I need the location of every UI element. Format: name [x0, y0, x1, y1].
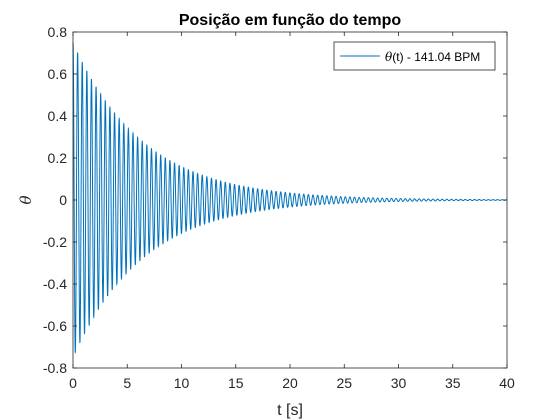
legend-label: (t) - 141.04 BPM [392, 50, 480, 64]
plot-background [73, 32, 507, 368]
x-tick-label: 35 [445, 375, 461, 391]
x-tick-label: 25 [336, 375, 352, 391]
y-tick-label: -0.6 [43, 318, 67, 334]
legend-entry: θ(t) - 141.04 BPM [385, 50, 480, 64]
chart-title: Posição em função do tempo [179, 12, 401, 29]
x-tick-label: 30 [391, 375, 407, 391]
y-tick-label: -0.8 [43, 360, 67, 376]
y-tick-label: 0.8 [48, 24, 68, 40]
plot-area [72, 31, 508, 369]
series-line-theta [72, 42, 507, 354]
x-tick-label: 15 [228, 375, 244, 391]
y-axis: -0.8 -0.6 -0.4 -0.2 0 0.2 0.4 0.6 0.8 [43, 24, 507, 376]
x-tick-label: 10 [174, 375, 190, 391]
x-tick-label: 20 [282, 375, 298, 391]
x-axis: 0 5 10 15 20 25 30 35 40 [69, 32, 515, 391]
legend: θ(t) - 141.04 BPM [333, 41, 496, 71]
y-tick-label: 0.2 [48, 150, 68, 166]
y-tick-label: -0.4 [43, 276, 67, 292]
y-tick-label: 0 [59, 192, 67, 208]
y-axis-label: θ [17, 195, 35, 204]
x-tick-label: 0 [69, 375, 77, 391]
x-axis-label: t [s] [277, 402, 303, 419]
y-tick-label: -0.2 [43, 234, 67, 250]
x-tick-label: 5 [123, 375, 131, 391]
x-tick-label: 40 [499, 375, 515, 391]
y-tick-label: 0.4 [48, 108, 68, 124]
y-tick-label: 0.6 [48, 66, 68, 82]
legend-symbol: θ [385, 50, 393, 64]
